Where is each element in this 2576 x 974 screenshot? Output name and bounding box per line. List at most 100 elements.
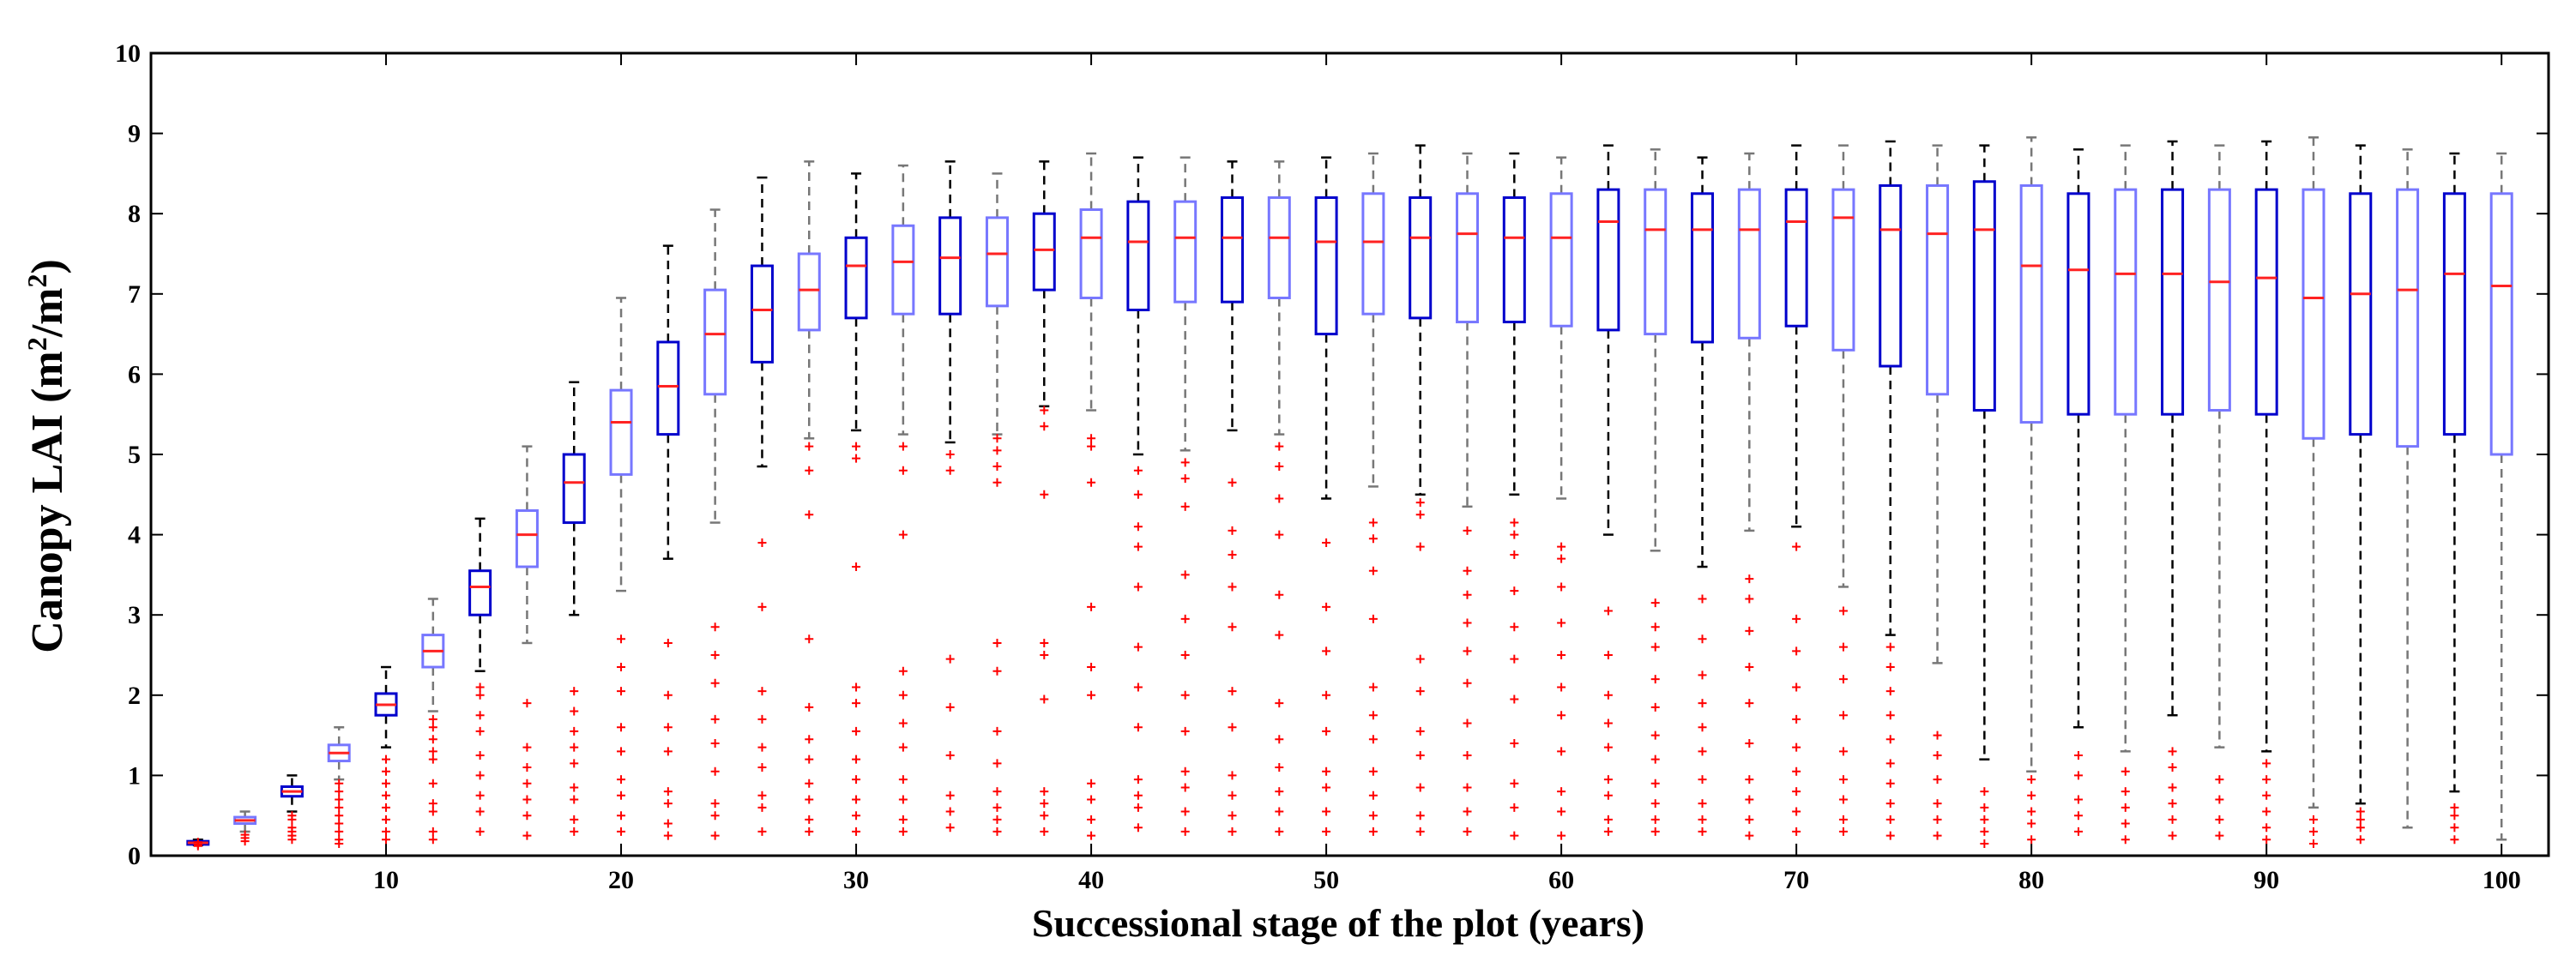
iqr-box [2349, 192, 2373, 436]
outlier-marker [898, 775, 908, 785]
outlier-marker [945, 823, 955, 833]
outlier-marker [1885, 779, 1895, 788]
outlier-marker [2356, 823, 2365, 833]
outlier-marker [428, 827, 437, 836]
outlier-marker [2450, 811, 2459, 821]
outlier-marker [805, 466, 814, 475]
outlier-marker [1885, 687, 1895, 696]
plot-area: 0 1 2 3 4 5 6 7 8 9 10 10 20 30 40 50 60 70 80 90 100 [115, 39, 2550, 894]
outlier-marker [992, 815, 1002, 824]
outlier-marker [522, 763, 532, 773]
outlier-marker [1510, 738, 1519, 748]
iqr-box [2489, 192, 2513, 456]
outlier-marker [1087, 831, 1096, 840]
outlier-marker [1180, 570, 1190, 580]
outlier-marker [757, 714, 767, 724]
outlier-marker [1557, 651, 1566, 659]
outlier-marker [1745, 626, 1754, 635]
outlier-marker [1275, 827, 1284, 836]
outlier-marker [1087, 663, 1096, 672]
outlier-marker [1838, 775, 1848, 785]
y-tick-label: 7 [128, 280, 141, 309]
outlier-marker [2168, 799, 2177, 809]
outlier-marker [757, 538, 767, 547]
outlier-marker [1603, 606, 1613, 616]
outlier-marker [1275, 699, 1284, 708]
outlier-marker [240, 830, 250, 839]
outlier-marker [1510, 694, 1519, 704]
outlier-marker [1933, 751, 1942, 760]
outlier-marker [335, 779, 344, 788]
outlier-marker [475, 682, 485, 692]
outlier-marker [1557, 682, 1566, 692]
outlier-marker [1087, 434, 1096, 443]
iqr-box [844, 236, 868, 320]
outlier-marker [1603, 690, 1613, 700]
iqr-box [1220, 195, 1244, 304]
outlier-marker [1603, 827, 1613, 836]
y-axis-label-end: ) [23, 259, 72, 274]
outlier-marker [1557, 542, 1566, 551]
outlier-marker [1133, 803, 1143, 812]
outlier-marker [2168, 815, 2177, 824]
outlier-marker [945, 791, 955, 800]
outlier-marker [2121, 787, 2130, 797]
outlier-marker [1510, 518, 1519, 527]
outlier-marker [1650, 622, 1660, 632]
outlier-marker [1792, 807, 1801, 816]
outlier-marker [1698, 723, 1707, 732]
iqr-box [515, 509, 539, 568]
outlier-marker [992, 462, 1002, 472]
outlier-marker [1650, 730, 1660, 740]
outlier-marker [1415, 654, 1425, 664]
outlier-marker [1368, 682, 1378, 692]
outlier-marker [1322, 726, 1331, 736]
outlier-marker [1745, 831, 1754, 840]
outlier-marker [805, 755, 814, 764]
outlier-marker [1180, 827, 1190, 836]
outlier-marker [1040, 490, 1049, 499]
outlier-marker [945, 751, 955, 760]
outlier-marker [2262, 807, 2271, 816]
outlier-marker [1603, 718, 1613, 728]
x-tick-label: 60 [1548, 866, 1574, 894]
outlier-marker [335, 803, 344, 812]
outlier-marker [852, 775, 861, 785]
outlier-marker [1228, 582, 1237, 592]
outlier-marker [1228, 687, 1237, 696]
outlier-marker [2356, 807, 2365, 816]
outlier-marker [617, 775, 626, 785]
iqr-box [2302, 188, 2326, 440]
outlier-marker [1368, 614, 1378, 623]
iqr-box [1173, 200, 1198, 304]
outlier-marker [1557, 747, 1566, 756]
iqr-box [2396, 188, 2420, 448]
outlier-marker [2121, 819, 2130, 828]
outlier-marker [852, 795, 861, 804]
outlier-marker [663, 831, 673, 840]
outlier-marker [1650, 642, 1660, 652]
outlier-marker [805, 735, 814, 744]
outlier-marker [287, 811, 297, 821]
outlier-marker [335, 835, 344, 845]
outlier-marker [2027, 807, 2036, 816]
outlier-marker [1322, 783, 1331, 792]
outlier-marker [1603, 651, 1613, 659]
outlier-marker [570, 743, 579, 752]
y-tick-label: 2 [128, 682, 141, 710]
outlier-marker [945, 466, 955, 475]
outlier-marker [522, 743, 532, 752]
outlier-marker [1228, 526, 1237, 535]
outlier-marker [1557, 618, 1566, 628]
outlier-marker [1133, 775, 1143, 785]
outlier-marker [1415, 726, 1425, 736]
outlier-marker [1040, 638, 1049, 647]
outlier-marker [757, 791, 767, 800]
outlier-marker [1557, 787, 1566, 797]
outlier-marker [1510, 779, 1519, 788]
outlier-marker [1745, 815, 1754, 824]
outlier-marker [1510, 831, 1519, 840]
x-tick-label: 10 [373, 866, 399, 894]
outlier-marker [1275, 630, 1284, 640]
outlier-marker [1133, 582, 1143, 592]
